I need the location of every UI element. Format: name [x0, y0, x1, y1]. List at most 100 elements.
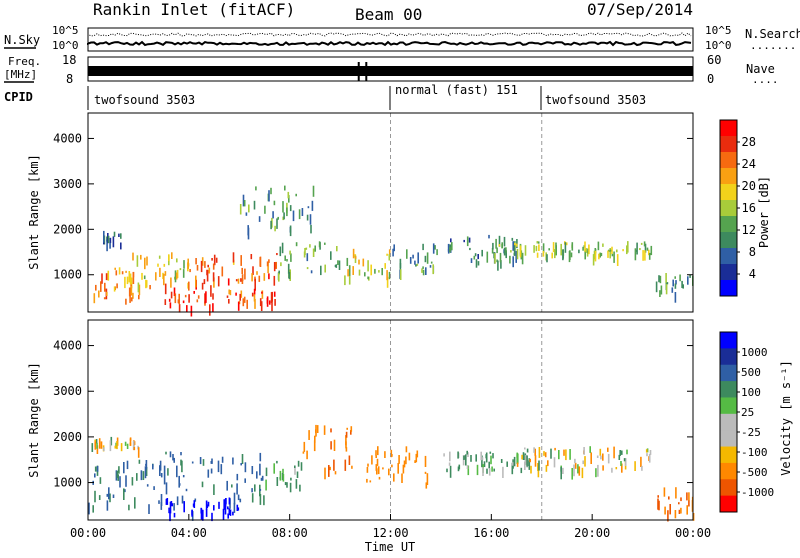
power-mark — [277, 216, 279, 220]
velocity-mark — [201, 481, 204, 488]
velocity-mark — [96, 442, 98, 449]
velocity-mark — [146, 484, 149, 487]
power-mark — [278, 270, 280, 275]
velocity-mark — [470, 455, 472, 462]
power-mark — [447, 243, 450, 252]
velocity-mark — [231, 484, 233, 488]
velocity-mark — [489, 451, 492, 454]
velocity-mark — [126, 460, 129, 470]
velocity-mark — [482, 467, 484, 476]
power-mark — [204, 261, 206, 268]
velocity-mark — [375, 450, 377, 456]
velocity-region — [165, 497, 240, 522]
velocity-mark — [237, 494, 240, 501]
power-mark — [103, 297, 106, 300]
velocity-mark — [115, 442, 117, 449]
velocity-mark — [227, 513, 229, 519]
power-mark — [510, 250, 512, 253]
velocity-mark — [260, 477, 263, 481]
velocity-mark — [237, 507, 240, 511]
power-mark — [498, 244, 501, 247]
power-mark — [105, 273, 108, 281]
velocity-mark — [688, 492, 690, 501]
power-ytick-label: 3000 — [53, 177, 82, 191]
velocity-mark — [481, 457, 484, 460]
power-mark — [235, 292, 237, 296]
velocity-mark — [289, 482, 292, 493]
velocity-mark — [295, 479, 298, 489]
power-mark — [310, 270, 313, 274]
power-mark — [312, 248, 315, 257]
power-mark — [496, 259, 498, 263]
power-mark — [155, 272, 157, 281]
power-mark — [306, 253, 309, 262]
power-mark — [176, 258, 178, 263]
power-mark — [182, 269, 185, 278]
velocity-mark — [133, 447, 136, 451]
x-axis-title: Time UT — [365, 540, 416, 554]
power-mark — [388, 271, 391, 280]
velocity-mark — [153, 486, 155, 490]
power-mark — [551, 252, 553, 259]
velocity-mark — [502, 466, 504, 478]
power-mark — [120, 233, 122, 239]
velocity-mark — [664, 506, 666, 515]
velocity-mark — [98, 495, 101, 500]
velocity-colorbar-label: 1000 — [741, 346, 768, 359]
power-mark — [689, 274, 691, 278]
power-mark — [179, 268, 182, 271]
power-mark — [330, 251, 332, 260]
power-mark — [204, 301, 206, 306]
power-mark — [473, 255, 476, 260]
velocity-mark — [463, 455, 465, 460]
power-mark — [245, 212, 248, 216]
velocity-colorbar-swatch — [720, 332, 737, 349]
power-mark — [354, 254, 357, 257]
power-mark — [602, 243, 604, 247]
velocity-mark — [131, 477, 134, 486]
velocity-mark — [173, 512, 176, 518]
power-mark — [140, 254, 142, 260]
velocity-mark — [202, 459, 205, 466]
power-mark — [497, 260, 499, 271]
velocity-mark — [115, 470, 118, 481]
power-mark — [564, 242, 567, 253]
power-mark — [381, 268, 383, 276]
nave-tick-60: 60 — [707, 53, 721, 67]
power-mark — [205, 291, 207, 303]
velocity-mark — [308, 430, 310, 440]
power-mark — [582, 246, 584, 251]
velocity-mark — [416, 450, 419, 458]
velocity-mark — [207, 501, 210, 507]
velocity-mark — [480, 451, 482, 461]
velocity-mark — [236, 483, 238, 495]
power-mark — [344, 275, 346, 286]
x-tick-label: 12:00 — [372, 526, 408, 540]
velocity-mark — [106, 493, 109, 497]
power-mark — [106, 239, 108, 252]
velocity-mark — [553, 457, 556, 468]
velocity-mark — [99, 477, 102, 484]
power-mark — [260, 301, 263, 311]
x-tick-label: 00:00 — [70, 526, 106, 540]
velocity-mark — [558, 450, 560, 460]
power-mark — [103, 230, 105, 243]
velocity-mark — [391, 454, 393, 457]
power-mark — [188, 281, 190, 291]
power-mark — [186, 305, 188, 312]
velocity-mark — [458, 464, 461, 470]
velocity-mark — [344, 459, 347, 471]
velocity-mark — [537, 466, 540, 478]
power-colorbar-swatch — [720, 216, 737, 233]
power-mark — [515, 250, 517, 263]
power-mark — [570, 252, 573, 258]
velocity-mark — [602, 453, 604, 461]
power-mark — [644, 250, 646, 261]
velocity-mark — [680, 507, 682, 514]
power-mark — [655, 281, 658, 293]
freq-tick-18: 18 — [62, 53, 76, 67]
power-mark — [266, 261, 269, 267]
velocity-mark — [254, 484, 256, 492]
power-ytick-label: 2000 — [53, 222, 82, 236]
power-mark — [240, 255, 242, 266]
